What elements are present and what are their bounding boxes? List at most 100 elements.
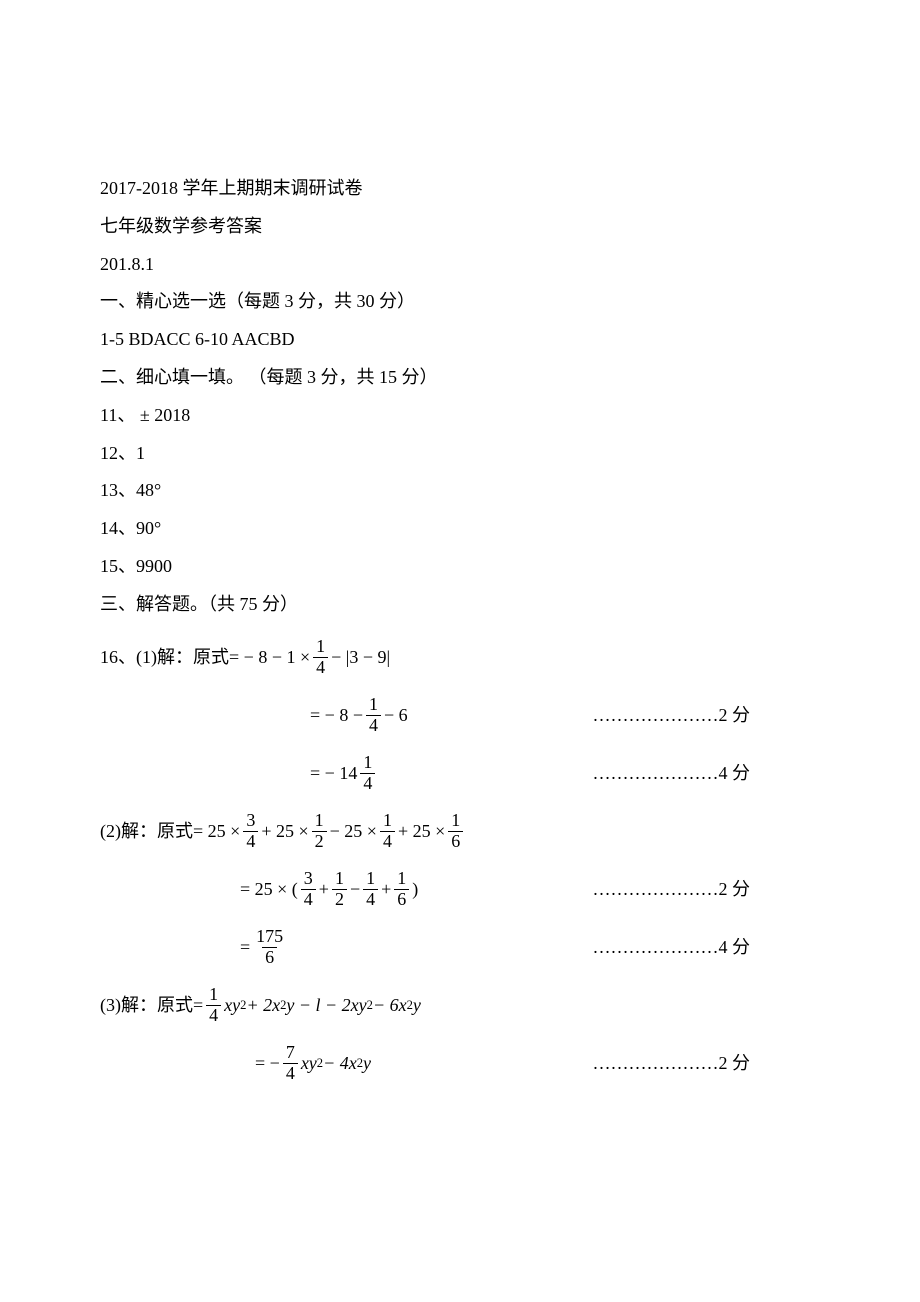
p16-3-step1: (3)解：原式 = 14 xy2 + 2x2 y − l − 2xy2 − 6x… bbox=[100, 982, 820, 1030]
frac-num: 1 bbox=[332, 869, 347, 889]
frac-den: 4 bbox=[360, 773, 375, 794]
fraction: 14 bbox=[206, 985, 221, 1026]
frac-num: 7 bbox=[283, 1043, 298, 1063]
eq-text: = − bbox=[229, 639, 254, 677]
frac-den: 4 bbox=[243, 831, 258, 852]
p16-1-prefix: 16、(1)解：原式 bbox=[100, 639, 229, 677]
eq-text: 8 − bbox=[339, 697, 363, 735]
section1-answers: 1-5 BDACC 6-10 AACBD bbox=[100, 321, 820, 359]
eq-text: = 25 × ( bbox=[240, 871, 298, 909]
q13: 13、48° bbox=[100, 472, 820, 510]
eq-text: xy bbox=[301, 1045, 317, 1083]
fraction: 1 4 bbox=[313, 637, 328, 678]
eq-text: + 25 × bbox=[398, 813, 445, 851]
frac-den: 2 bbox=[332, 889, 347, 910]
eq-text: + bbox=[381, 871, 391, 909]
frac-num: 1 bbox=[394, 869, 409, 889]
doc-title: 2017-2018 学年上期期末调研试卷 bbox=[100, 170, 820, 208]
fraction: 12 bbox=[332, 869, 347, 910]
frac-num: 175 bbox=[253, 927, 286, 947]
fraction: 34 bbox=[301, 869, 316, 910]
frac-den: 6 bbox=[448, 831, 463, 852]
frac-num: 1 bbox=[313, 637, 328, 657]
doc-date: 201.8.1 bbox=[100, 246, 820, 284]
frac-num: 1 bbox=[380, 811, 395, 831]
eq-text: − 6x bbox=[373, 987, 407, 1025]
fraction: 16 bbox=[448, 811, 463, 852]
eq-text: y bbox=[413, 987, 421, 1025]
frac-den: 4 bbox=[283, 1063, 298, 1084]
score-mark: …………………2 分 bbox=[593, 697, 821, 735]
frac-num: 3 bbox=[243, 811, 258, 831]
q11-label: 11、 bbox=[100, 405, 135, 425]
fraction: 1 4 bbox=[366, 695, 381, 736]
p16-1-step3: = − 14 1 4 …………………4 分 bbox=[100, 750, 820, 798]
q11-value: ± 2018 bbox=[140, 405, 190, 425]
frac-num: 1 bbox=[360, 753, 375, 773]
frac-num: 1 bbox=[206, 985, 221, 1005]
frac-den: 6 bbox=[394, 889, 409, 910]
frac-den: 4 bbox=[206, 1005, 221, 1026]
frac-num: 1 bbox=[448, 811, 463, 831]
eq-text: y bbox=[363, 1045, 371, 1083]
score-mark: …………………2 分 bbox=[593, 1045, 821, 1083]
eq-text: y − l − 2xy bbox=[286, 987, 366, 1025]
frac-den: 4 bbox=[313, 657, 328, 678]
p16-1-step2: = − 8 − 1 4 − 6 …………………2 分 bbox=[100, 692, 820, 740]
eq-text: xy bbox=[224, 987, 240, 1025]
eq-text: + 2x bbox=[246, 987, 280, 1025]
frac-num: 1 bbox=[366, 695, 381, 715]
eq-text: − bbox=[350, 871, 360, 909]
p16-1-step1: 16、(1)解：原式 = − 8 − 1 × 1 4 − |3 − 9| bbox=[100, 634, 820, 682]
score-mark: …………………4 分 bbox=[593, 929, 821, 967]
q14: 14、90° bbox=[100, 510, 820, 548]
fraction: 74 bbox=[283, 1043, 298, 1084]
eq-text: ) bbox=[412, 871, 418, 909]
doc-subtitle: 七年级数学参考答案 bbox=[100, 208, 820, 246]
eq-text: = − bbox=[255, 1045, 280, 1083]
score-mark: …………………2 分 bbox=[593, 871, 821, 909]
frac-den: 4 bbox=[380, 831, 395, 852]
eq-text: − 4x bbox=[323, 1045, 357, 1083]
eq-text: 8 − 1 × bbox=[258, 639, 310, 677]
frac-den: 6 bbox=[262, 947, 277, 968]
eq-text: = bbox=[240, 929, 250, 967]
section3-heading: 三、解答题。（共 75 分） bbox=[100, 586, 820, 624]
section2-heading: 二、细心填一填。 （每题 3 分，共 15 分） bbox=[100, 359, 820, 397]
fraction: 34 bbox=[243, 811, 258, 852]
eq-text: + bbox=[319, 871, 329, 909]
frac-num: 1 bbox=[363, 869, 378, 889]
eq-text: − 6 bbox=[384, 697, 408, 735]
fraction: 16 bbox=[394, 869, 409, 910]
eq-text: − 25 × bbox=[330, 813, 377, 851]
fraction: 12 bbox=[312, 811, 327, 852]
p16-2-step2: = 25 × ( 34 + 12 − 14 + 16 ) …………………2 分 bbox=[100, 866, 820, 914]
p16-2-prefix: (2)解：原式 bbox=[100, 813, 193, 851]
section1-heading: 一、精心选一选（每题 3 分，共 30 分） bbox=[100, 283, 820, 321]
fraction: 14 bbox=[380, 811, 395, 852]
page: 2017-2018 学年上期期末调研试卷 七年级数学参考答案 201.8.1 一… bbox=[0, 0, 920, 1178]
frac-den: 4 bbox=[301, 889, 316, 910]
frac-den: 4 bbox=[366, 715, 381, 736]
p16-2-step1: (2)解：原式 = 25 × 34 + 25 × 12 − 25 × 14 + … bbox=[100, 808, 820, 856]
q11: 11、 ± 2018 bbox=[100, 397, 820, 435]
p16-2-step3: = 1756 …………………4 分 bbox=[100, 924, 820, 972]
eq-text: = bbox=[193, 987, 203, 1025]
eq-text: = − bbox=[310, 755, 335, 793]
eq-text: − |3 − 9| bbox=[331, 639, 390, 677]
q12: 12、1 bbox=[100, 435, 820, 473]
q15: 15、9900 bbox=[100, 548, 820, 586]
eq-text: = − bbox=[310, 697, 335, 735]
p16-3-step2: = − 74 xy2 − 4x2 y …………………2 分 bbox=[100, 1040, 820, 1088]
frac-num: 1 bbox=[312, 811, 327, 831]
frac-den: 4 bbox=[363, 889, 378, 910]
frac-num: 3 bbox=[301, 869, 316, 889]
eq-text: = 25 × bbox=[193, 813, 240, 851]
eq-text: + 25 × bbox=[261, 813, 308, 851]
p16-3-prefix: (3)解：原式 bbox=[100, 987, 193, 1025]
fraction: 1756 bbox=[253, 927, 286, 968]
frac-den: 2 bbox=[312, 831, 327, 852]
eq-text: 14 bbox=[339, 755, 357, 793]
fraction: 1 4 bbox=[360, 753, 375, 794]
fraction: 14 bbox=[363, 869, 378, 910]
